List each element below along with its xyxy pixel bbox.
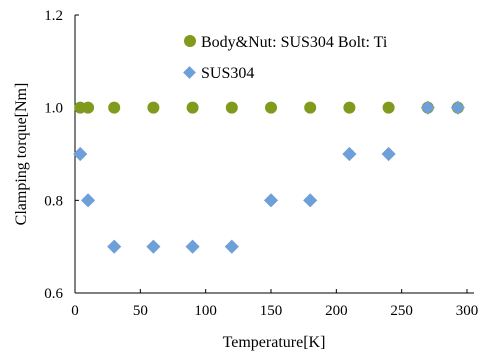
point-ti-bolt — [82, 101, 95, 114]
point-sus304 — [420, 100, 435, 115]
y-tick-label: 1.2 — [44, 8, 63, 24]
legend-marker-circle — [184, 35, 196, 47]
point-ti-bolt — [108, 101, 121, 114]
legend-label-ti-bolt: Body&Nut: SUS304 Bolt: Ti — [201, 34, 388, 51]
x-tick-label: 300 — [456, 303, 479, 319]
point-sus304 — [263, 193, 279, 208]
x-ticks: 0 50 100 150 200 250 300 — [71, 289, 478, 319]
point-sus304 — [107, 239, 122, 254]
legend-marker-diamond — [183, 66, 196, 79]
point-sus304 — [80, 193, 96, 208]
x-tick-label: 150 — [260, 303, 283, 319]
y-tick-label: 0.6 — [44, 286, 63, 302]
point-sus304 — [450, 100, 465, 115]
point-ti-bolt — [343, 101, 356, 114]
point-ti-bolt — [225, 101, 238, 114]
x-tick-label: 0 — [71, 303, 79, 319]
x-tick-label: 200 — [325, 303, 348, 319]
axes — [74, 15, 474, 294]
point-sus304 — [185, 239, 200, 254]
point-ti-bolt — [265, 101, 277, 114]
legend-label-sus304: SUS304 — [201, 65, 254, 82]
x-tick-label: 50 — [133, 303, 148, 319]
x-axis-title: Temperature[K] — [223, 334, 326, 351]
point-sus304 — [342, 146, 357, 162]
point-sus304 — [146, 239, 161, 254]
x-tick-label: 250 — [390, 303, 413, 319]
point-ti-bolt — [304, 101, 317, 114]
y-tick-label: 1.0 — [44, 101, 63, 117]
y-axis-title: Clamping torque[Nm] — [13, 83, 30, 226]
point-ti-bolt — [186, 101, 199, 114]
y-ticks: 0.6 0.8 1.0 1.2 — [44, 8, 79, 302]
x-tick-label: 100 — [194, 303, 217, 319]
y-tick-label: 0.8 — [44, 193, 63, 209]
point-ti-bolt — [382, 101, 395, 114]
legend: Body&Nut: SUS304 Bolt: Ti SUS304 — [183, 34, 388, 82]
data-points — [73, 100, 465, 254]
point-sus304 — [224, 239, 239, 254]
point-ti-bolt — [147, 101, 160, 114]
point-sus304 — [381, 146, 396, 162]
point-sus304 — [303, 193, 318, 208]
